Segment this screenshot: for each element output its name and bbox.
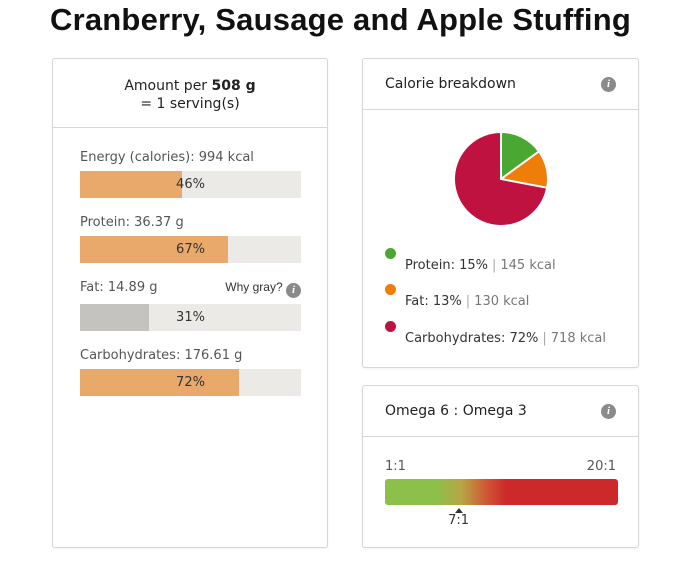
omega-scale-labels: 1:1 20:1: [385, 459, 616, 474]
info-icon[interactable]: i: [601, 404, 616, 419]
omega-title: Omega 6 : Omega 3: [385, 403, 527, 419]
nutrient-fat: Fat: 14.89 g Why gray? i 31%: [80, 280, 301, 331]
legend-name: Carbohydrates:: [405, 331, 506, 346]
omega-ratio-bar: [385, 479, 618, 505]
protein-legend-dot: [385, 248, 396, 259]
nutrient-value: 994 kcal: [198, 150, 254, 165]
fat-legend-dot: [385, 284, 396, 295]
why-gray-label[interactable]: Why gray?: [225, 280, 283, 294]
nutrient-carbohydrates: Carbohydrates: 176.61 g 72%: [80, 348, 301, 396]
carbohydrates-percent: 72%: [176, 375, 205, 390]
amount-per-serving: Amount per 508 g = 1 serving(s): [53, 59, 327, 128]
nutrient-label: Carbohydrates:: [80, 348, 181, 363]
nutrient-value: 36.37 g: [134, 215, 184, 230]
page-title: Cranberry, Sausage and Apple Stuffing: [50, 2, 631, 37]
marker-arrow-icon: [454, 508, 463, 513]
serving-text: = 1 serving(s): [140, 96, 240, 112]
fat-percent: 31%: [176, 310, 205, 325]
nutrient-value: 14.89 g: [107, 280, 158, 295]
fat-bar-fill: [80, 304, 149, 331]
protein-bar-fill: [80, 236, 229, 263]
omega-value-label: 7:1: [448, 513, 470, 528]
omega-header: Omega 6 : Omega 3 i: [363, 386, 638, 437]
amount-prefix: Amount per: [124, 78, 208, 94]
carbohydrates-bar-fill: [80, 369, 240, 396]
legend-name: Fat:: [405, 294, 429, 309]
energy-bar: 46%: [80, 171, 301, 198]
carbohydrates-legend-dot: [385, 321, 396, 332]
calorie-breakdown-title: Calorie breakdown: [385, 76, 516, 92]
legend-percent: 13%: [432, 294, 462, 309]
info-icon[interactable]: i: [286, 283, 301, 298]
energy-bar-fill: [80, 171, 182, 198]
nutrient-label: Protein:: [80, 215, 130, 230]
legend-percent: 15%: [459, 258, 488, 273]
nutrient-protein: Protein: 36.37 g 67%: [80, 215, 301, 263]
energy-percent: 46%: [176, 177, 205, 192]
omega-ratio-card: Omega 6 : Omega 3 i 1:1 20:1 7:1: [362, 385, 639, 548]
calorie-breakdown-card: Calorie breakdown i Protein: 15% | 145 kca…: [362, 58, 639, 368]
legend-name: Protein:: [405, 258, 455, 273]
protein-percent: 67%: [176, 242, 205, 257]
nutrient-value: 176.61 g: [184, 348, 243, 363]
omega-ratio-marker: 7:1: [444, 508, 474, 528]
nutrient-energy: Energy (calories): 994 kcal 46%: [80, 150, 301, 198]
pie-slice-carbohydrates: [453, 131, 549, 227]
info-icon[interactable]: i: [601, 77, 616, 92]
nutrition-card: Amount per 508 g = 1 serving(s) Energy (…: [52, 58, 328, 548]
legend-kcal: 145 kcal: [500, 258, 556, 273]
protein-bar: 67%: [80, 236, 301, 263]
carbohydrates-bar: 72%: [80, 369, 301, 396]
nutrient-label: Energy (calories):: [80, 150, 195, 165]
legend-kcal: 718 kcal: [550, 331, 606, 346]
fat-bar: 31%: [80, 304, 301, 331]
why-gray-link[interactable]: Why gray? i: [225, 280, 301, 298]
omega-max-label: 20:1: [586, 459, 616, 474]
legend-kcal: 130 kcal: [474, 294, 530, 309]
omega-min-label: 1:1: [385, 459, 406, 474]
nutrient-label: Fat:: [80, 280, 104, 295]
legend-percent: 72%: [509, 331, 539, 346]
calorie-breakdown-header: Calorie breakdown i: [363, 59, 638, 110]
calorie-pie-chart: [453, 131, 549, 227]
amount-value: 508 g: [211, 78, 256, 94]
